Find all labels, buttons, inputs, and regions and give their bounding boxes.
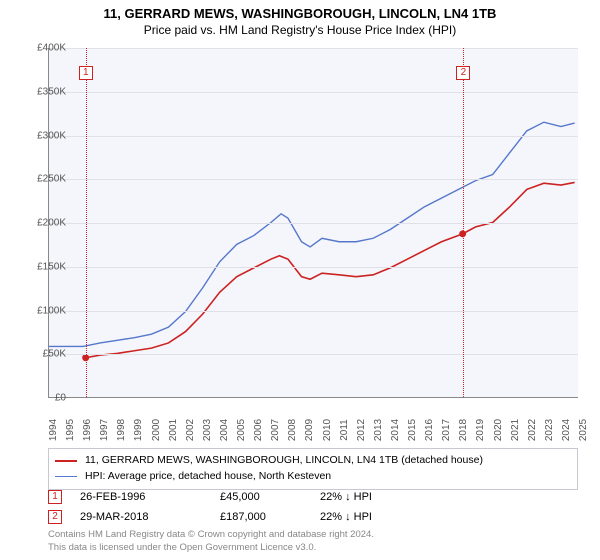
legend-label: 11, GERRARD MEWS, WASHINGBOROUGH, LINCOL… <box>85 453 483 469</box>
gridline <box>49 223 578 224</box>
legend-box: 11, GERRARD MEWS, WASHINGBOROUGH, LINCOL… <box>48 448 578 490</box>
y-tick-label: £350K <box>37 86 66 97</box>
legend-item: HPI: Average price, detached house, Nort… <box>55 469 571 485</box>
x-tick-label: 2017 <box>441 419 452 441</box>
x-tick-label: 2002 <box>185 419 196 441</box>
chart-title: 11, GERRARD MEWS, WASHINGBOROUGH, LINCOL… <box>0 0 600 21</box>
txn-price: £187,000 <box>220 511 320 523</box>
x-tick-label: 2005 <box>236 419 247 441</box>
x-tick-label: 2016 <box>424 419 435 441</box>
x-tick-label: 1999 <box>133 419 144 441</box>
x-tick-label: 1994 <box>48 419 59 441</box>
plot-area: 12 <box>48 48 578 398</box>
marker-line <box>463 48 464 397</box>
gridline <box>49 354 578 355</box>
gridline <box>49 267 578 268</box>
x-tick-label: 2023 <box>544 419 555 441</box>
footer-attribution: Contains HM Land Registry data © Crown c… <box>48 529 578 554</box>
x-tick-label: 1995 <box>65 419 76 441</box>
x-tick-label: 1996 <box>82 419 93 441</box>
x-tick-label: 2020 <box>493 419 504 441</box>
y-tick-label: £250K <box>37 174 66 185</box>
gridline <box>49 179 578 180</box>
legend-swatch <box>55 476 77 477</box>
footer-line: Contains HM Land Registry data © Crown c… <box>48 529 578 541</box>
x-tick-label: 2006 <box>253 419 264 441</box>
x-tick-label: 2024 <box>561 419 572 441</box>
x-tick-label: 2021 <box>510 419 521 441</box>
x-tick-label: 2000 <box>151 419 162 441</box>
legend-label: HPI: Average price, detached house, Nort… <box>85 469 331 485</box>
x-tick-label: 2015 <box>407 419 418 441</box>
transaction-row: 2 29-MAR-2018 £187,000 22% ↓ HPI <box>48 510 578 524</box>
y-tick-label: £200K <box>37 218 66 229</box>
x-tick-label: 2004 <box>219 419 230 441</box>
x-tick-label: 2022 <box>527 419 538 441</box>
x-tick-label: 2025 <box>578 419 589 441</box>
x-tick-label: 1998 <box>116 419 127 441</box>
marker-badge: 1 <box>48 490 62 504</box>
x-tick-label: 2010 <box>322 419 333 441</box>
x-tick-label: 2007 <box>270 419 281 441</box>
x-tick-label: 2014 <box>390 419 401 441</box>
y-tick-label: £0 <box>55 393 66 404</box>
txn-date: 26-FEB-1996 <box>80 491 220 503</box>
gridline <box>49 311 578 312</box>
txn-delta: 22% ↓ HPI <box>320 491 372 503</box>
x-axis-labels: 1994 1995 1996 1997 1998 1999 2000 2001 2002 2003… <box>48 400 578 440</box>
gridline <box>49 48 578 49</box>
x-tick-label: 2008 <box>287 419 298 441</box>
txn-price: £45,000 <box>220 491 320 503</box>
x-tick-label: 2001 <box>168 419 179 441</box>
x-tick-label: 2012 <box>356 419 367 441</box>
x-tick-label: 2003 <box>202 419 213 441</box>
marker-badge: 1 <box>79 66 93 80</box>
marker-badge: 2 <box>456 66 470 80</box>
transaction-row: 1 26-FEB-1996 £45,000 22% ↓ HPI <box>48 490 578 504</box>
x-tick-label: 1997 <box>99 419 110 441</box>
y-tick-label: £150K <box>37 261 66 272</box>
chart-subtitle: Price paid vs. HM Land Registry's House … <box>0 21 600 45</box>
x-tick-label: 2019 <box>475 419 486 441</box>
gridline <box>49 92 578 93</box>
gridline <box>49 136 578 137</box>
x-tick-label: 2013 <box>373 419 384 441</box>
legend-swatch <box>55 460 77 462</box>
marker-line <box>86 48 87 397</box>
chart-container: 11, GERRARD MEWS, WASHINGBOROUGH, LINCOL… <box>0 0 600 560</box>
x-tick-label: 2009 <box>304 419 315 441</box>
txn-date: 29-MAR-2018 <box>80 511 220 523</box>
x-tick-label: 2011 <box>339 419 350 441</box>
y-tick-label: £50K <box>43 349 66 360</box>
y-tick-label: £300K <box>37 130 66 141</box>
footer-line: This data is licensed under the Open Gov… <box>48 542 578 554</box>
legend-item: 11, GERRARD MEWS, WASHINGBOROUGH, LINCOL… <box>55 453 571 469</box>
series-line <box>49 122 575 346</box>
y-tick-label: £400K <box>37 43 66 54</box>
y-tick-label: £100K <box>37 305 66 316</box>
marker-badge: 2 <box>48 510 62 524</box>
x-tick-label: 2018 <box>458 419 469 441</box>
txn-delta: 22% ↓ HPI <box>320 511 372 523</box>
